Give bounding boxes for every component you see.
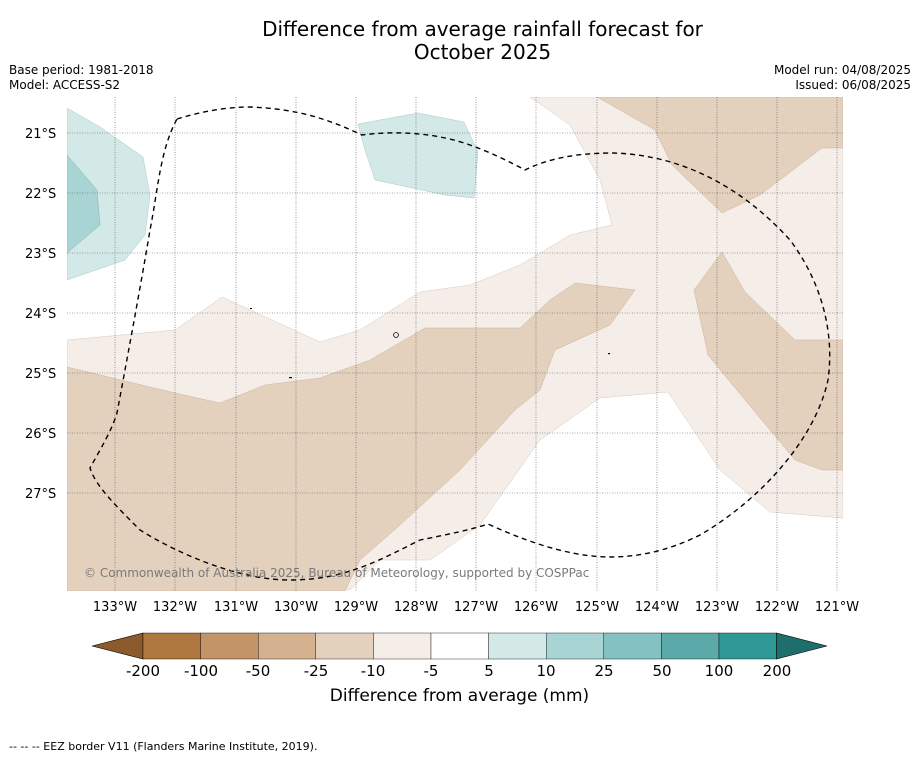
lat-label: 27°S xyxy=(25,487,56,502)
anomaly-zone-teal-north xyxy=(357,112,479,199)
lon-label: 127°W xyxy=(454,600,498,615)
anomaly-zone-brown-northeast xyxy=(596,97,843,214)
colorbar-segment xyxy=(430,632,489,660)
meta-left: Base period: 1981-2018 Model: ACCESS-S2 xyxy=(9,63,154,93)
colorbar-tick-label: -200 xyxy=(126,662,160,680)
model-text: Model: ACCESS-S2 xyxy=(9,78,121,92)
copyright-text: © Commonwealth of Australia 2025, Bureau… xyxy=(84,566,590,580)
lon-label: 130°W xyxy=(274,600,318,615)
title-line-2: October 2025 xyxy=(413,40,552,64)
rainfall-map-area xyxy=(67,97,843,591)
lat-label: 24°S xyxy=(25,307,56,322)
colorbar-tick-label: 50 xyxy=(652,662,671,680)
colorbar-tick-label: -50 xyxy=(246,662,271,680)
eez-border xyxy=(89,106,831,581)
colorbar-tick-label: -5 xyxy=(424,662,439,680)
island-markers xyxy=(250,308,610,379)
latitude-labels: 21°S 22°S 23°S 24°S 25°S 26°S 27°S xyxy=(25,127,56,502)
colorbar-segment xyxy=(142,632,201,660)
anomaly-zone-teal-west xyxy=(67,154,101,254)
meta-right: Model run: 04/08/2025 Issued: 06/08/2025 xyxy=(774,63,911,93)
island-marker xyxy=(250,308,252,309)
issued-text: Issued: 06/08/2025 xyxy=(795,78,911,92)
lon-label: 121°W xyxy=(815,600,859,615)
lon-label: 133°W xyxy=(93,600,137,615)
colorbar-segment xyxy=(546,632,605,660)
colorbar-label: Difference from average (mm) xyxy=(329,686,590,706)
lat-label: 25°S xyxy=(25,367,56,382)
colorbar-segment xyxy=(373,632,432,660)
eez-legend-footer: -- -- -- EEZ border V11 (Flanders Marine… xyxy=(9,740,318,753)
title-line-1: Difference from average rainfall forecas… xyxy=(262,17,703,41)
lon-label: 129°W xyxy=(334,600,378,615)
colorbar-extend-high xyxy=(776,632,828,660)
lat-label: 26°S xyxy=(25,427,56,442)
lon-label: 128°W xyxy=(394,600,438,615)
colorbar xyxy=(91,632,828,660)
map-title: Difference from average rainfall forecas… xyxy=(0,18,919,64)
colorbar-segment xyxy=(200,632,259,660)
colorbar-segment xyxy=(315,632,374,660)
anomaly-zone-brown-east xyxy=(693,251,843,471)
lon-label: 132°W xyxy=(153,600,197,615)
island-marker xyxy=(608,353,610,355)
lon-label: 126°W xyxy=(514,600,558,615)
colorbar-tick-label: 5 xyxy=(484,662,494,680)
colorbar-segment xyxy=(488,632,547,660)
lon-label: 123°W xyxy=(695,600,739,615)
colorbar-segment xyxy=(603,632,662,660)
colorbar-tick-label: -25 xyxy=(304,662,329,680)
anomaly-zone-brown-south xyxy=(67,282,636,591)
lat-label: 21°S xyxy=(25,127,56,142)
colorbar-tick-label: 200 xyxy=(763,662,792,680)
gridlines xyxy=(67,97,843,591)
lon-label: 124°W xyxy=(635,600,679,615)
colorbar-tick-label: 10 xyxy=(536,662,555,680)
island-marker xyxy=(393,332,399,338)
colorbar-segment xyxy=(258,632,317,660)
colorbar-tick-label: 25 xyxy=(594,662,613,680)
colorbar-tick-label: -10 xyxy=(361,662,386,680)
colorbar-segment xyxy=(718,632,777,660)
island-marker xyxy=(289,377,292,379)
colorbar-tick-label: 100 xyxy=(705,662,734,680)
lat-label: 22°S xyxy=(25,187,56,202)
anomaly-zone-teal-northwest xyxy=(67,107,151,281)
lon-label: 122°W xyxy=(755,600,799,615)
longitude-labels: 133°W 132°W 131°W 130°W 129°W 128°W 127°… xyxy=(93,600,859,615)
colorbar-tick-label: -100 xyxy=(184,662,218,680)
lon-label: 131°W xyxy=(214,600,258,615)
model-run-text: Model run: 04/08/2025 xyxy=(773,63,911,77)
lon-label: 125°W xyxy=(575,600,619,615)
colorbar-ticks: -200 -100 -50 -25 -10 -5 5 10 25 50 100 … xyxy=(126,662,791,680)
base-period-text: Base period: 1981-2018 xyxy=(9,63,154,77)
colorbar-extend-low xyxy=(91,632,144,660)
colorbar-segment xyxy=(661,632,720,660)
lat-label: 23°S xyxy=(25,247,56,262)
